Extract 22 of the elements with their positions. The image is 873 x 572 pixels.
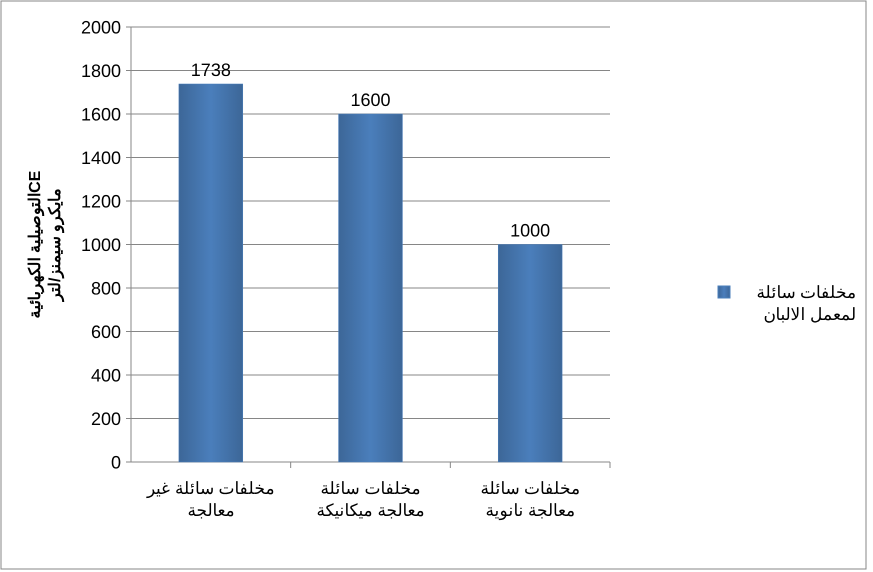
y-tick-label: 1200 <box>80 191 121 212</box>
y-tick-label: 800 <box>90 278 121 298</box>
legend-label: مخلفات سائلة لمعمل الالبان <box>756 283 856 324</box>
data-label: 1738 <box>190 60 231 80</box>
y-tick-label: 600 <box>90 322 121 342</box>
x-tick-label: مخلفات سائلة معالجة ميكانيكة <box>316 479 424 520</box>
data-label: 1600 <box>350 90 391 110</box>
bar <box>498 244 562 462</box>
x-tick-label: مخلفات سائلة معالجة نانوية <box>480 479 580 521</box>
x-tick-label: مخلفات سائلة غير معالجة <box>146 479 275 520</box>
bar <box>338 114 403 462</box>
y-tick-label: 2000 <box>80 17 121 38</box>
y-tick-label: 1600 <box>80 104 121 124</box>
y-tick-label: 400 <box>90 365 121 386</box>
y-tick-label: 200 <box>90 408 121 429</box>
y-tick-label: 1400 <box>80 148 121 168</box>
bar <box>178 84 244 462</box>
y-axis-title: التوصيلية الكهربائيةCE مايكرو سيمنز/لتر <box>27 170 65 318</box>
data-label: 1000 <box>510 220 550 240</box>
y-tick-label: 1800 <box>80 60 121 81</box>
y-tick-label: 1000 <box>80 234 121 255</box>
y-tick-label: 0 <box>110 452 121 472</box>
